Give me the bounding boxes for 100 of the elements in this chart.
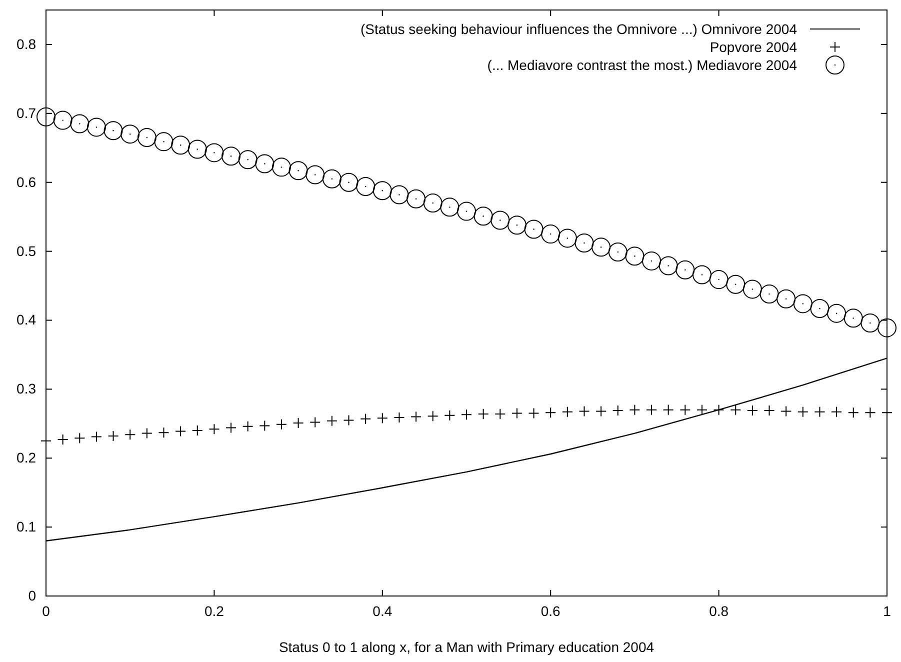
point [780, 406, 792, 417]
point [562, 406, 573, 418]
point [457, 202, 476, 221]
point [444, 410, 456, 421]
point [322, 169, 342, 188]
point [90, 431, 102, 442]
point [288, 161, 308, 180]
point [440, 198, 460, 217]
point [507, 216, 526, 235]
legend-label: (... Mediavore contrast the most.) Mediavore 2004 [487, 57, 798, 73]
point [339, 172, 358, 192]
point [860, 313, 880, 332]
y-tick-label: 0.2 [16, 450, 36, 466]
point [238, 150, 258, 170]
x-tick-label: 0.6 [540, 602, 561, 619]
point [306, 165, 325, 184]
point [625, 246, 644, 266]
point [608, 242, 628, 262]
point [154, 132, 174, 152]
point [310, 416, 321, 428]
point [680, 404, 691, 416]
point [204, 143, 224, 162]
point [541, 224, 560, 244]
point [692, 265, 712, 284]
point [642, 251, 662, 270]
point [171, 136, 190, 155]
y-tick-label: 0.6 [16, 174, 36, 190]
point [356, 176, 376, 196]
point [848, 407, 859, 418]
point [410, 411, 422, 422]
point [713, 404, 724, 416]
point [255, 154, 274, 174]
point [276, 418, 287, 430]
point [810, 299, 830, 318]
point [137, 128, 156, 148]
point [57, 434, 68, 446]
point [208, 424, 220, 435]
point [797, 406, 808, 418]
point [746, 405, 758, 416]
point [423, 194, 442, 213]
point [709, 270, 728, 290]
point [696, 404, 708, 416]
point [490, 210, 510, 230]
point [36, 107, 56, 126]
point [764, 405, 775, 416]
point [372, 181, 392, 200]
point [120, 124, 140, 144]
point [108, 430, 119, 442]
point [376, 412, 388, 424]
y-tick-label: 0.3 [16, 380, 36, 397]
point [662, 404, 674, 416]
y-tick-label: 0.4 [16, 312, 36, 328]
point [646, 404, 658, 416]
point [676, 260, 695, 280]
point [390, 185, 409, 204]
point [844, 308, 863, 328]
point [124, 429, 136, 440]
point [730, 404, 742, 416]
point [878, 318, 896, 338]
point [528, 408, 540, 419]
point [222, 146, 241, 166]
point [272, 158, 291, 177]
legend-label: Popvore 2004 [710, 39, 798, 55]
y-tick-label: 0 [28, 587, 36, 604]
x-tick-label: 0 [42, 602, 50, 619]
point [793, 294, 812, 314]
point [474, 206, 493, 226]
point [53, 110, 72, 130]
point [158, 427, 170, 438]
point [226, 422, 237, 434]
point [814, 406, 826, 418]
point [578, 406, 590, 417]
point [524, 220, 544, 239]
point [406, 189, 426, 208]
point [104, 121, 123, 140]
point [461, 409, 472, 420]
point [175, 426, 186, 437]
point [760, 284, 779, 304]
y-tick-label: 0.7 [16, 104, 36, 121]
point [596, 406, 607, 417]
point [558, 228, 577, 248]
point [360, 413, 372, 424]
point [292, 417, 304, 428]
point [776, 289, 796, 308]
y-tick-label: 0.5 [16, 242, 36, 259]
point [86, 118, 106, 137]
point [192, 425, 203, 436]
point [827, 304, 846, 323]
point [141, 428, 152, 439]
point [629, 404, 640, 416]
y-tick-label: 0.1 [16, 518, 36, 535]
point [427, 410, 438, 422]
x-tick-label: 1 [883, 602, 892, 619]
point [478, 408, 489, 420]
point [326, 415, 338, 426]
point [242, 420, 254, 432]
point [612, 405, 624, 416]
x-tick-label: 0.4 [372, 602, 392, 619]
point [494, 408, 506, 420]
legend-label: (Status seeking behaviour influences the Omnivore ...) Omnivore 2004 [360, 21, 798, 37]
